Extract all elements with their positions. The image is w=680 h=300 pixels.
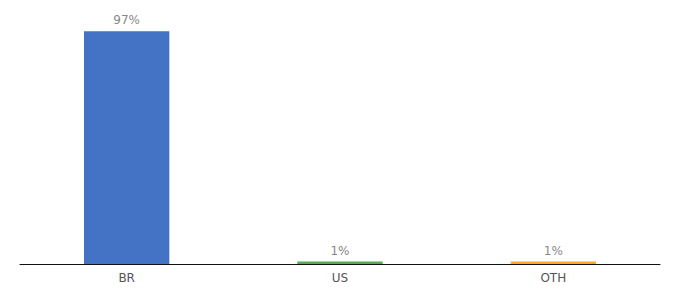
svg-text:97%: 97% [113, 13, 140, 27]
svg-text:US: US [332, 271, 348, 285]
svg-text:1%: 1% [544, 244, 563, 258]
svg-text:OTH: OTH [540, 271, 566, 285]
svg-text:1%: 1% [330, 244, 349, 258]
svg-text:BR: BR [118, 271, 135, 285]
